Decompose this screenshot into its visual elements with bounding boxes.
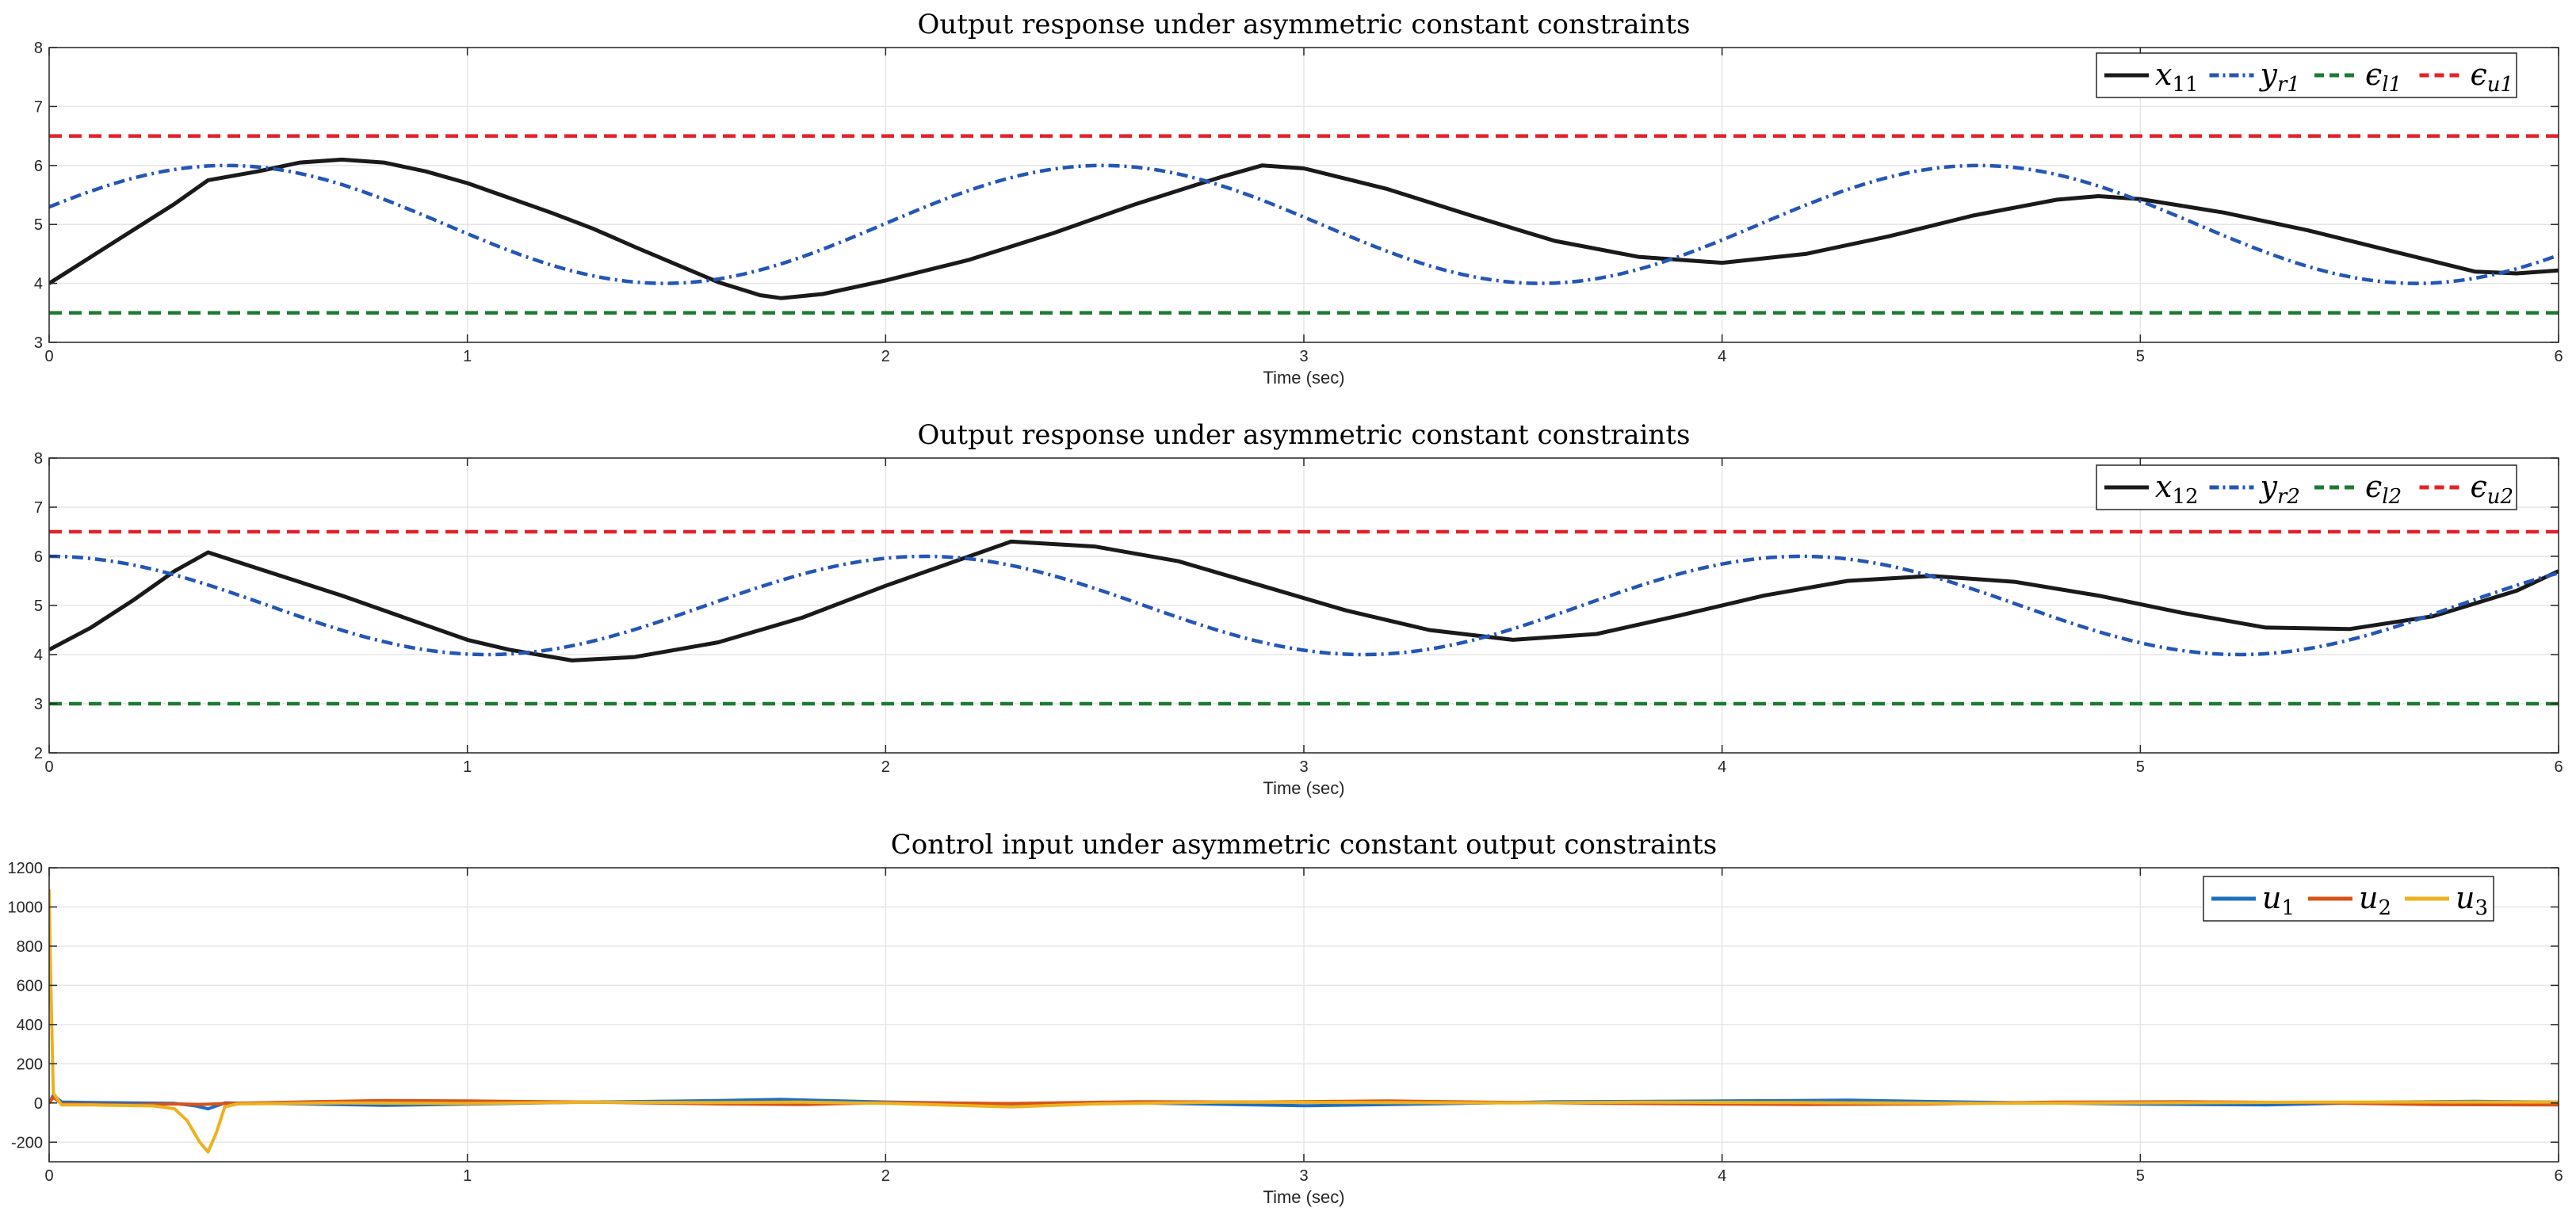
y-tick-label: 1000 — [8, 899, 44, 916]
legend-box — [2096, 52, 2517, 98]
y-tick-label: 8 — [34, 450, 43, 468]
x-tick-label: 2 — [881, 1167, 890, 1185]
y-tick-label: 6 — [34, 158, 43, 175]
legend-label: ϵl1 — [2365, 57, 2402, 97]
chart-panel-1: 0 1 2 3 4 5 6 3 4 5 6 7 8 Output response under asymm… — [34, 9, 2563, 388]
x-tick-label: 4 — [1718, 348, 1726, 365]
y-tick-label: 8 — [34, 40, 43, 57]
legend-label: ϵu1 — [2471, 57, 2514, 97]
x-tick-label: 5 — [2136, 348, 2145, 365]
y-tick-label: 5 — [34, 216, 43, 234]
y-tick-label: -200 — [11, 1134, 43, 1151]
series-line-yr2 — [49, 554, 2559, 657]
x-tick-label: 6 — [2554, 348, 2563, 365]
x-tick-label: 3 — [1299, 1167, 1308, 1185]
x-axis-label: Time (sec) — [1263, 368, 1344, 388]
legend-label: x11 — [2155, 57, 2199, 97]
x-tick-label: 3 — [1299, 348, 1308, 365]
x-tick-label: 2 — [881, 348, 890, 365]
x-tick-label: 6 — [2554, 1167, 2563, 1185]
legend-label: u1 — [2262, 880, 2295, 920]
y-tick-label: 5 — [34, 598, 43, 615]
chart-panel-3: 0 1 2 3 4 5 6-200020040060080010001200Control … — [8, 829, 2563, 1207]
x-tick-label: 4 — [1718, 1167, 1726, 1185]
x-tick-label: 4 — [1718, 758, 1726, 776]
y-tick-label: 6 — [34, 548, 43, 566]
x-axis-label: Time (sec) — [1263, 1187, 1344, 1207]
y-tick-label: 0 — [34, 1095, 43, 1113]
x-tick-label: 0 — [44, 348, 53, 365]
x-tick-label: 1 — [463, 1167, 472, 1185]
chart-title: Output response under asymmetric constan… — [918, 9, 1691, 40]
y-tick-label: 400 — [17, 1017, 43, 1034]
y-tick-label: 600 — [17, 977, 43, 995]
y-tick-label: 200 — [17, 1056, 43, 1073]
y-tick-label: 2 — [34, 745, 43, 762]
x-tick-label: 6 — [2554, 758, 2563, 776]
x-tick-label: 3 — [1299, 758, 1308, 776]
x-tick-label: 1 — [463, 758, 472, 776]
chart-title: Output response under asymmetric constan… — [918, 419, 1691, 451]
y-tick-label: 4 — [34, 276, 43, 293]
x-tick-label: 0 — [44, 758, 53, 776]
legend-label: yr2 — [2259, 469, 2300, 509]
series-line-x11 — [49, 157, 2559, 300]
legend-label: ϵu2 — [2471, 469, 2514, 509]
x-tick-label: 0 — [44, 1167, 53, 1185]
y-tick-label: 800 — [17, 938, 43, 956]
legend-label: yr1 — [2259, 57, 2300, 97]
y-tick-label: 3 — [34, 696, 43, 713]
y-tick-label: 1200 — [8, 860, 44, 877]
x-axis-label: Time (sec) — [1263, 778, 1344, 798]
y-tick-label: 7 — [34, 98, 43, 116]
y-tick-label: 4 — [34, 647, 43, 664]
y-tick-label: 7 — [34, 499, 43, 517]
chart-panel-2: 0 1 2 3 4 5 6 2 3 4 5 6 7 8 Output response under asym… — [34, 419, 2563, 798]
series-line-x12 — [49, 539, 2559, 663]
y-tick-label: 3 — [34, 334, 43, 352]
x-tick-label: 1 — [463, 348, 472, 365]
legend-label: u2 — [2359, 880, 2391, 920]
x-tick-label: 5 — [2136, 1167, 2145, 1185]
legend-label: ϵl2 — [2365, 469, 2402, 509]
series-line-u3 — [49, 889, 2559, 1154]
legend-label: x12 — [2155, 469, 2199, 509]
series-line-yr1 — [49, 163, 2559, 285]
x-tick-label: 2 — [881, 758, 890, 776]
chart-title: Control input under asymmetric constant … — [891, 829, 1718, 861]
legend-label: u3 — [2456, 880, 2488, 920]
legend-box — [2096, 464, 2517, 510]
x-tick-label: 5 — [2136, 758, 2145, 776]
